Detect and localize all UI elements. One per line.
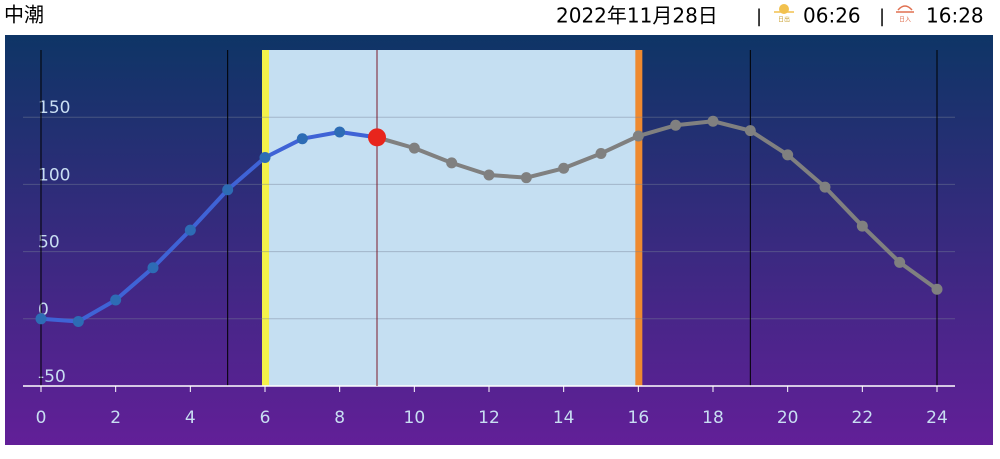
tide-point <box>520 172 532 184</box>
sunrise-edge <box>262 50 269 386</box>
x-tick-label: 0 <box>36 408 47 428</box>
tide-point <box>632 130 644 142</box>
now-point <box>368 128 386 147</box>
sunrise-time: 06:26 <box>803 4 861 28</box>
x-tick-label: 20 <box>777 408 799 428</box>
sunset-edge <box>635 50 643 386</box>
x-tick-label: 8 <box>334 408 345 428</box>
tide-point <box>222 184 234 196</box>
tide-point <box>147 262 159 274</box>
tide-point <box>184 224 196 236</box>
tide-point <box>72 315 84 327</box>
tide-point <box>110 294 122 306</box>
tide-point <box>259 152 271 164</box>
tide-point <box>408 142 420 154</box>
y-tick-label: 50 <box>38 233 60 253</box>
past-tide-line <box>40 129 378 324</box>
x-tick-label: 6 <box>260 408 271 428</box>
x-tick-label: 2 <box>110 408 121 428</box>
sunset-icon: 日入 <box>896 5 914 24</box>
tide-point <box>894 256 906 268</box>
tide-point <box>595 147 607 159</box>
x-tick-label: 24 <box>926 408 948 428</box>
tide-point <box>334 126 346 138</box>
tide-point <box>744 125 756 137</box>
y-tick-label: 100 <box>38 165 70 185</box>
tide-point <box>35 313 47 325</box>
y-tick-label: -50 <box>38 367 66 387</box>
tide-name: 中潮 <box>4 3 44 27</box>
tide-point <box>446 157 458 169</box>
tide-point <box>931 283 943 295</box>
daylight-band <box>265 50 639 386</box>
sunset-icon-label: 日入 <box>899 17 911 24</box>
future-tide-line <box>376 119 939 291</box>
tide-point <box>558 162 570 174</box>
y-tick-label: 0 <box>38 300 49 320</box>
x-tick-label: 4 <box>185 408 196 428</box>
tide-point <box>670 119 682 131</box>
x-tick-label: 12 <box>478 408 500 428</box>
x-tick-label: 22 <box>852 408 874 428</box>
x-tick-label: 10 <box>404 408 426 428</box>
separator: | <box>879 6 885 27</box>
sunrise-icon-label: 日出 <box>778 16 790 24</box>
tide-point <box>483 169 495 181</box>
tide-point <box>819 181 831 193</box>
separator: | <box>756 6 762 27</box>
x-tick-label: 14 <box>553 408 575 428</box>
x-tick-label: 16 <box>628 408 650 428</box>
tide-point <box>782 149 794 161</box>
sunrise-icon: 日出 <box>774 4 794 24</box>
tide-point <box>856 220 868 232</box>
sunset-time: 16:28 <box>926 4 984 28</box>
tide-point <box>296 133 308 145</box>
y-tick-label: 150 <box>38 98 70 118</box>
x-tick-label: 18 <box>702 408 724 428</box>
tide-point <box>707 115 719 127</box>
date: 2022年11月28日 <box>556 4 718 28</box>
